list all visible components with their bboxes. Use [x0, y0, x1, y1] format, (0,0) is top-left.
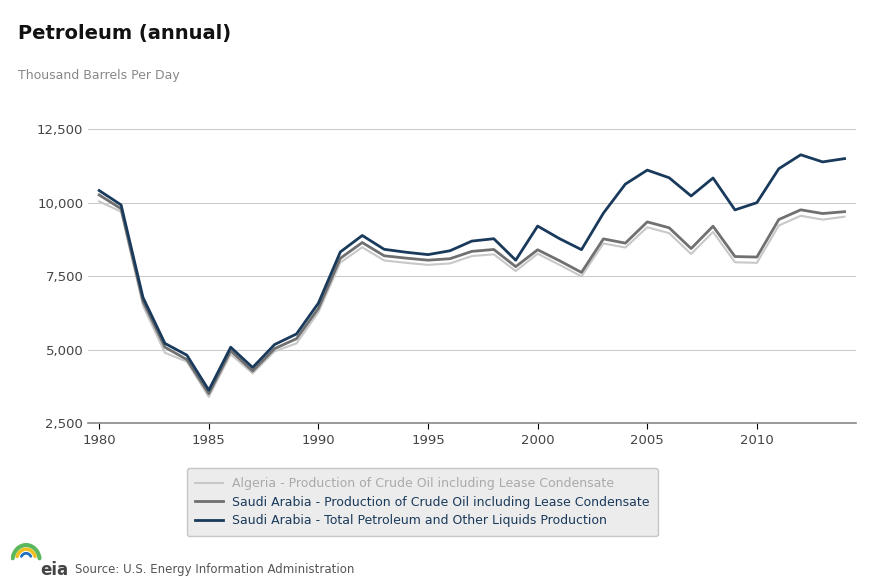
Text: eia: eia [41, 561, 69, 579]
Text: Thousand Barrels Per Day: Thousand Barrels Per Day [18, 69, 179, 82]
Text: Source: U.S. Energy Information Administration: Source: U.S. Energy Information Administ… [75, 563, 355, 576]
Text: Petroleum (annual): Petroleum (annual) [18, 24, 231, 42]
Legend: Algeria - Production of Crude Oil including Lease Condensate, Saudi Arabia - Pro: Algeria - Production of Crude Oil includ… [186, 469, 658, 536]
